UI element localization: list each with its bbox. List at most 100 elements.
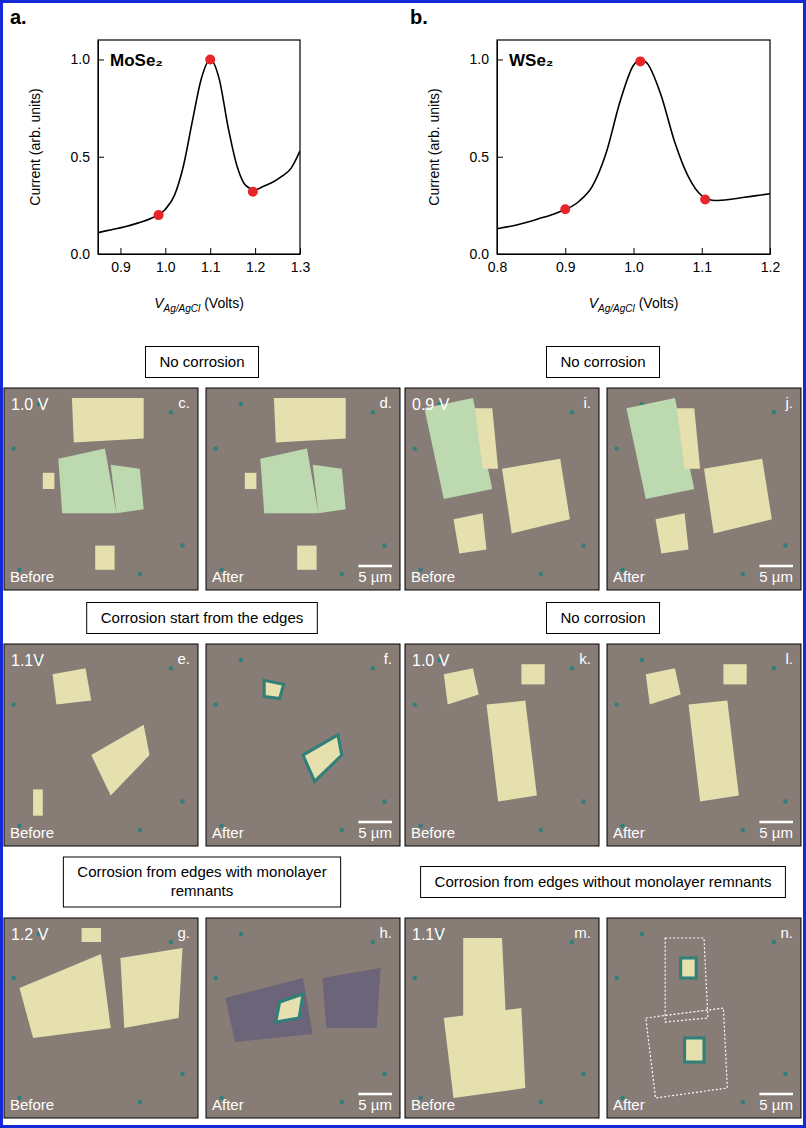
- scale-bar: [759, 565, 793, 568]
- micrograph-frame: [607, 644, 801, 846]
- axis-line: [497, 41, 498, 255]
- speck: [371, 666, 375, 670]
- micrograph-frame: [405, 644, 599, 846]
- scale-bar: [759, 821, 793, 824]
- tick: 0.9: [111, 248, 131, 275]
- micrograph-frame: [405, 918, 599, 1118]
- row-heading-box: [421, 867, 786, 898]
- image-caption: After: [613, 824, 645, 841]
- micrograph-background: [607, 644, 801, 846]
- tick-label: 0.8: [488, 259, 508, 275]
- micrograph-row: Corrosion from edges with monolayerremna…: [4, 857, 400, 1118]
- row-heading-line: No corrosion: [159, 353, 244, 370]
- data-point: [700, 195, 710, 205]
- speck: [12, 702, 16, 706]
- chart: a.0.91.01.11.21.30.00.51.0MoSe₂Current (…: [10, 6, 310, 314]
- row-heading-line: Corrosion start from the edges: [101, 609, 304, 626]
- speck: [539, 828, 543, 832]
- flake: [43, 473, 55, 489]
- speck: [382, 543, 386, 547]
- tick: 1.0: [470, 51, 503, 67]
- flake: [72, 398, 144, 442]
- tick: 0.0: [71, 246, 104, 262]
- tick-label: 0.5: [470, 149, 490, 165]
- tick-label: 1.2: [761, 259, 781, 275]
- micrograph-image: [607, 644, 801, 846]
- micrograph-background: [405, 388, 599, 590]
- tick: 0.9: [556, 248, 576, 275]
- speck: [772, 666, 776, 670]
- micrograph-image: [607, 388, 801, 590]
- speck: [615, 702, 619, 706]
- flake: [677, 408, 700, 469]
- scale-bar: [358, 821, 392, 824]
- speck: [169, 940, 173, 944]
- micrograph-frame: [206, 388, 400, 590]
- tick-mark: [120, 248, 121, 254]
- speck: [180, 799, 184, 803]
- flake: [20, 954, 111, 1038]
- row-heading: No corrosion: [159, 353, 244, 370]
- flake: [521, 664, 544, 684]
- tick: 1.0: [624, 248, 644, 275]
- scale-bar: [358, 1093, 392, 1096]
- image-caption: After: [613, 568, 645, 585]
- flake: [454, 513, 487, 553]
- row-heading-box: [546, 603, 659, 634]
- flake: [33, 789, 43, 815]
- speck: [783, 1072, 787, 1076]
- x-axis-title: VAg/AgCl(Volts): [589, 295, 679, 314]
- image-caption: Before: [10, 1096, 54, 1113]
- image-caption: Before: [411, 1096, 455, 1113]
- image-letter: i.: [584, 394, 592, 411]
- micrograph-image: [4, 918, 198, 1118]
- row-heading: No corrosion: [560, 609, 645, 626]
- speck: [581, 799, 585, 803]
- flake: [245, 473, 257, 489]
- flake: [91, 725, 149, 796]
- x-axis-title-unit: (Volts): [204, 295, 244, 311]
- flake: [264, 680, 283, 698]
- chart-title: WSe₂: [509, 51, 553, 70]
- panel-letter: a.: [10, 6, 27, 28]
- data-line: [497, 59, 770, 228]
- row-heading-box: [87, 603, 318, 634]
- flake: [502, 459, 570, 534]
- chart: b.0.80.91.01.11.20.00.51.0WSe₂Current (a…: [410, 6, 780, 314]
- tick-mark: [497, 59, 503, 60]
- speck: [12, 446, 16, 450]
- flake: [646, 668, 681, 704]
- micrograph-frame: [206, 644, 400, 846]
- flake: [704, 459, 772, 534]
- speck: [180, 1072, 184, 1076]
- flake: [681, 958, 697, 978]
- speck: [539, 1100, 543, 1104]
- axis-line: [99, 254, 301, 255]
- micrograph-background: [4, 644, 198, 846]
- scale-bar: [759, 1093, 793, 1096]
- tick: 1.2: [246, 248, 266, 275]
- speck: [539, 572, 543, 576]
- flake: [276, 994, 303, 1022]
- tick-label: 1.0: [71, 51, 91, 67]
- micrograph-frame: [607, 918, 801, 1118]
- speck: [581, 543, 585, 547]
- voltage-label: 0.9 V: [412, 396, 450, 413]
- flake: [225, 978, 312, 1042]
- tick: 1.0: [156, 248, 176, 275]
- row-heading: Corrosion from edges with monolayerremna…: [77, 863, 326, 899]
- image-letter: k.: [579, 650, 591, 667]
- tick: 1.1: [693, 248, 713, 275]
- x-axis-title-unit: (Volts): [639, 295, 679, 311]
- tick-mark: [702, 248, 703, 254]
- speck: [741, 572, 745, 576]
- plot-area: [497, 56, 770, 228]
- scale-bar-label: 5 µm: [759, 1096, 793, 1113]
- flake: [463, 938, 506, 1022]
- micrograph-image: [405, 644, 599, 846]
- image-letter: n.: [780, 924, 793, 941]
- row-heading: Corrosion start from the edges: [101, 609, 304, 626]
- figure: a.0.91.01.11.21.30.00.51.0MoSe₂Current (…: [0, 0, 806, 1128]
- flake: [274, 398, 346, 442]
- tick-mark: [98, 157, 104, 158]
